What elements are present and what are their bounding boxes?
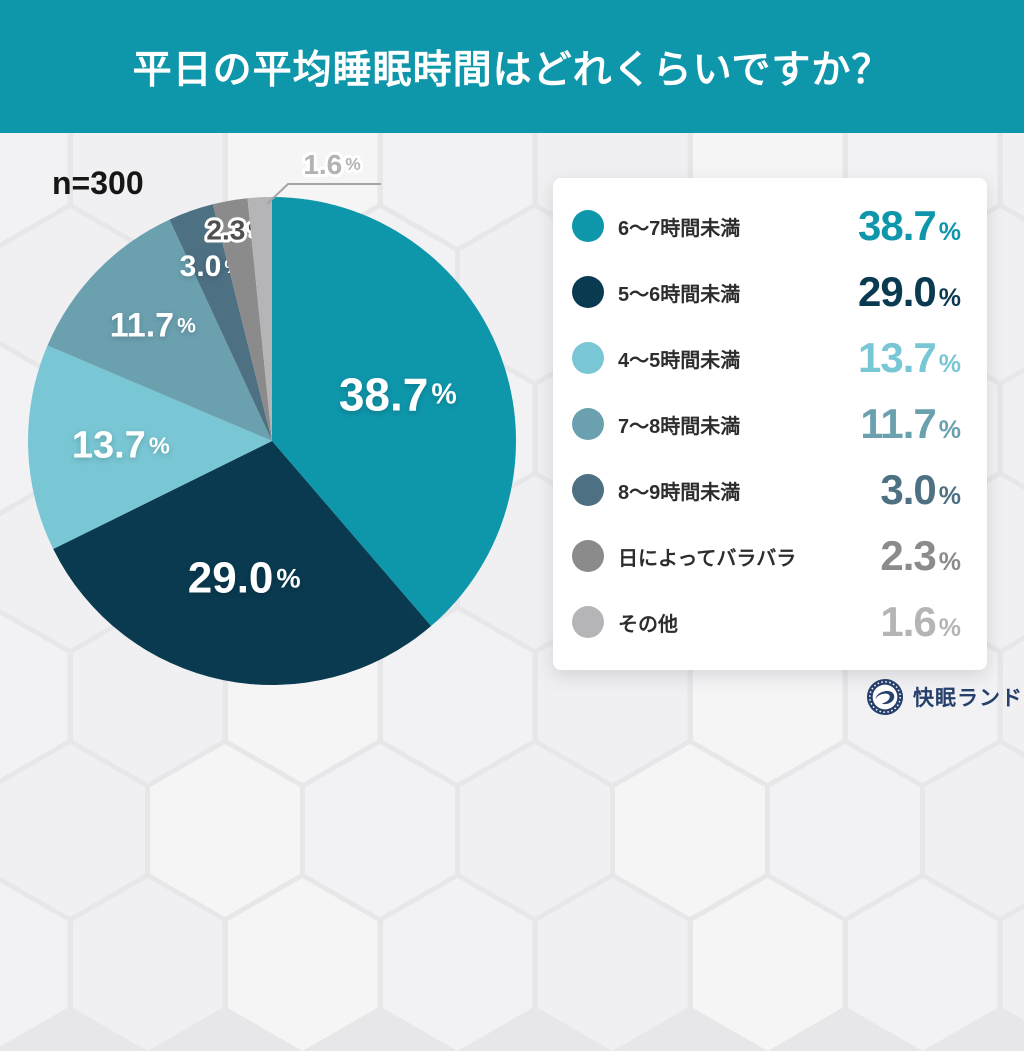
- brand-footer: 快眠ランド: [866, 678, 1023, 716]
- legend-swatch: [572, 606, 604, 638]
- hexagon-tile: [848, 878, 998, 1051]
- legend-value: 13.7%: [858, 334, 961, 382]
- legend-item-6: 日によってバラバラ 2.3%: [553, 523, 987, 589]
- hexagon-tile: [615, 744, 765, 917]
- legend-value: 1.6%: [880, 598, 961, 646]
- hexagon-tile: [460, 744, 610, 917]
- title-banner: 平日の平均睡眠時間はどれくらいですか？: [0, 0, 1024, 133]
- page-title: 平日の平均睡眠時間はどれくらいですか？: [133, 39, 892, 95]
- hexagon-tile: [538, 878, 688, 1051]
- legend-swatch: [572, 540, 604, 572]
- hexagon-tile: [150, 744, 300, 917]
- kaimin-land-logo-icon: [866, 678, 904, 716]
- legend-swatch: [572, 276, 604, 308]
- legend-item-1: 6～7時間未満 38.7%: [553, 193, 987, 259]
- legend-value: 38.7%: [858, 202, 961, 250]
- hexagon-tile: [383, 878, 533, 1051]
- legend-label: 7～8時間未満: [618, 410, 740, 439]
- pie-slice-label-7: 1.6%: [303, 149, 360, 180]
- legend-item-4: 7～8時間未満 11.7%: [553, 391, 987, 457]
- legend-item-2: 5～6時間未満 29.0%: [553, 259, 987, 325]
- legend-swatch: [572, 210, 604, 242]
- legend-item-5: 8～9時間未満 3.0%: [553, 457, 987, 523]
- legend-swatch: [572, 342, 604, 374]
- legend-item-3: 4～5時間未満 13.7%: [553, 325, 987, 391]
- hexagon-tile: [693, 878, 843, 1051]
- brand-name: 快眠ランド: [913, 682, 1023, 712]
- legend-item-7: その他 1.6%: [553, 589, 987, 655]
- legend-label: その他: [618, 608, 678, 637]
- hexagon-tile: [228, 878, 378, 1051]
- hexagon-tile: [770, 744, 920, 917]
- legend-label: 6～7時間未満: [618, 212, 740, 241]
- hexagon-tile: [305, 744, 455, 917]
- legend-swatch: [572, 474, 604, 506]
- legend-card: 6～7時間未満 38.7% 5～6時間未満 29.0% 4～5時間未満 13.7% 7～8時…: [553, 178, 987, 670]
- legend-label: 8～9時間未満: [618, 476, 740, 505]
- legend-swatch: [572, 408, 604, 440]
- legend-value: 11.7%: [860, 400, 961, 448]
- legend-value: 3.0%: [880, 466, 961, 514]
- legend-label: 4～5時間未満: [618, 344, 740, 373]
- legend-value: 29.0%: [858, 268, 961, 316]
- sample-size-label: n=300: [52, 165, 144, 202]
- legend-value: 2.3%: [880, 532, 961, 580]
- hexagon-tile: [0, 744, 145, 917]
- hexagon-tile: [73, 878, 223, 1051]
- legend-label: 日によってバラバラ: [618, 542, 796, 571]
- legend-label: 5～6時間未満: [618, 278, 740, 307]
